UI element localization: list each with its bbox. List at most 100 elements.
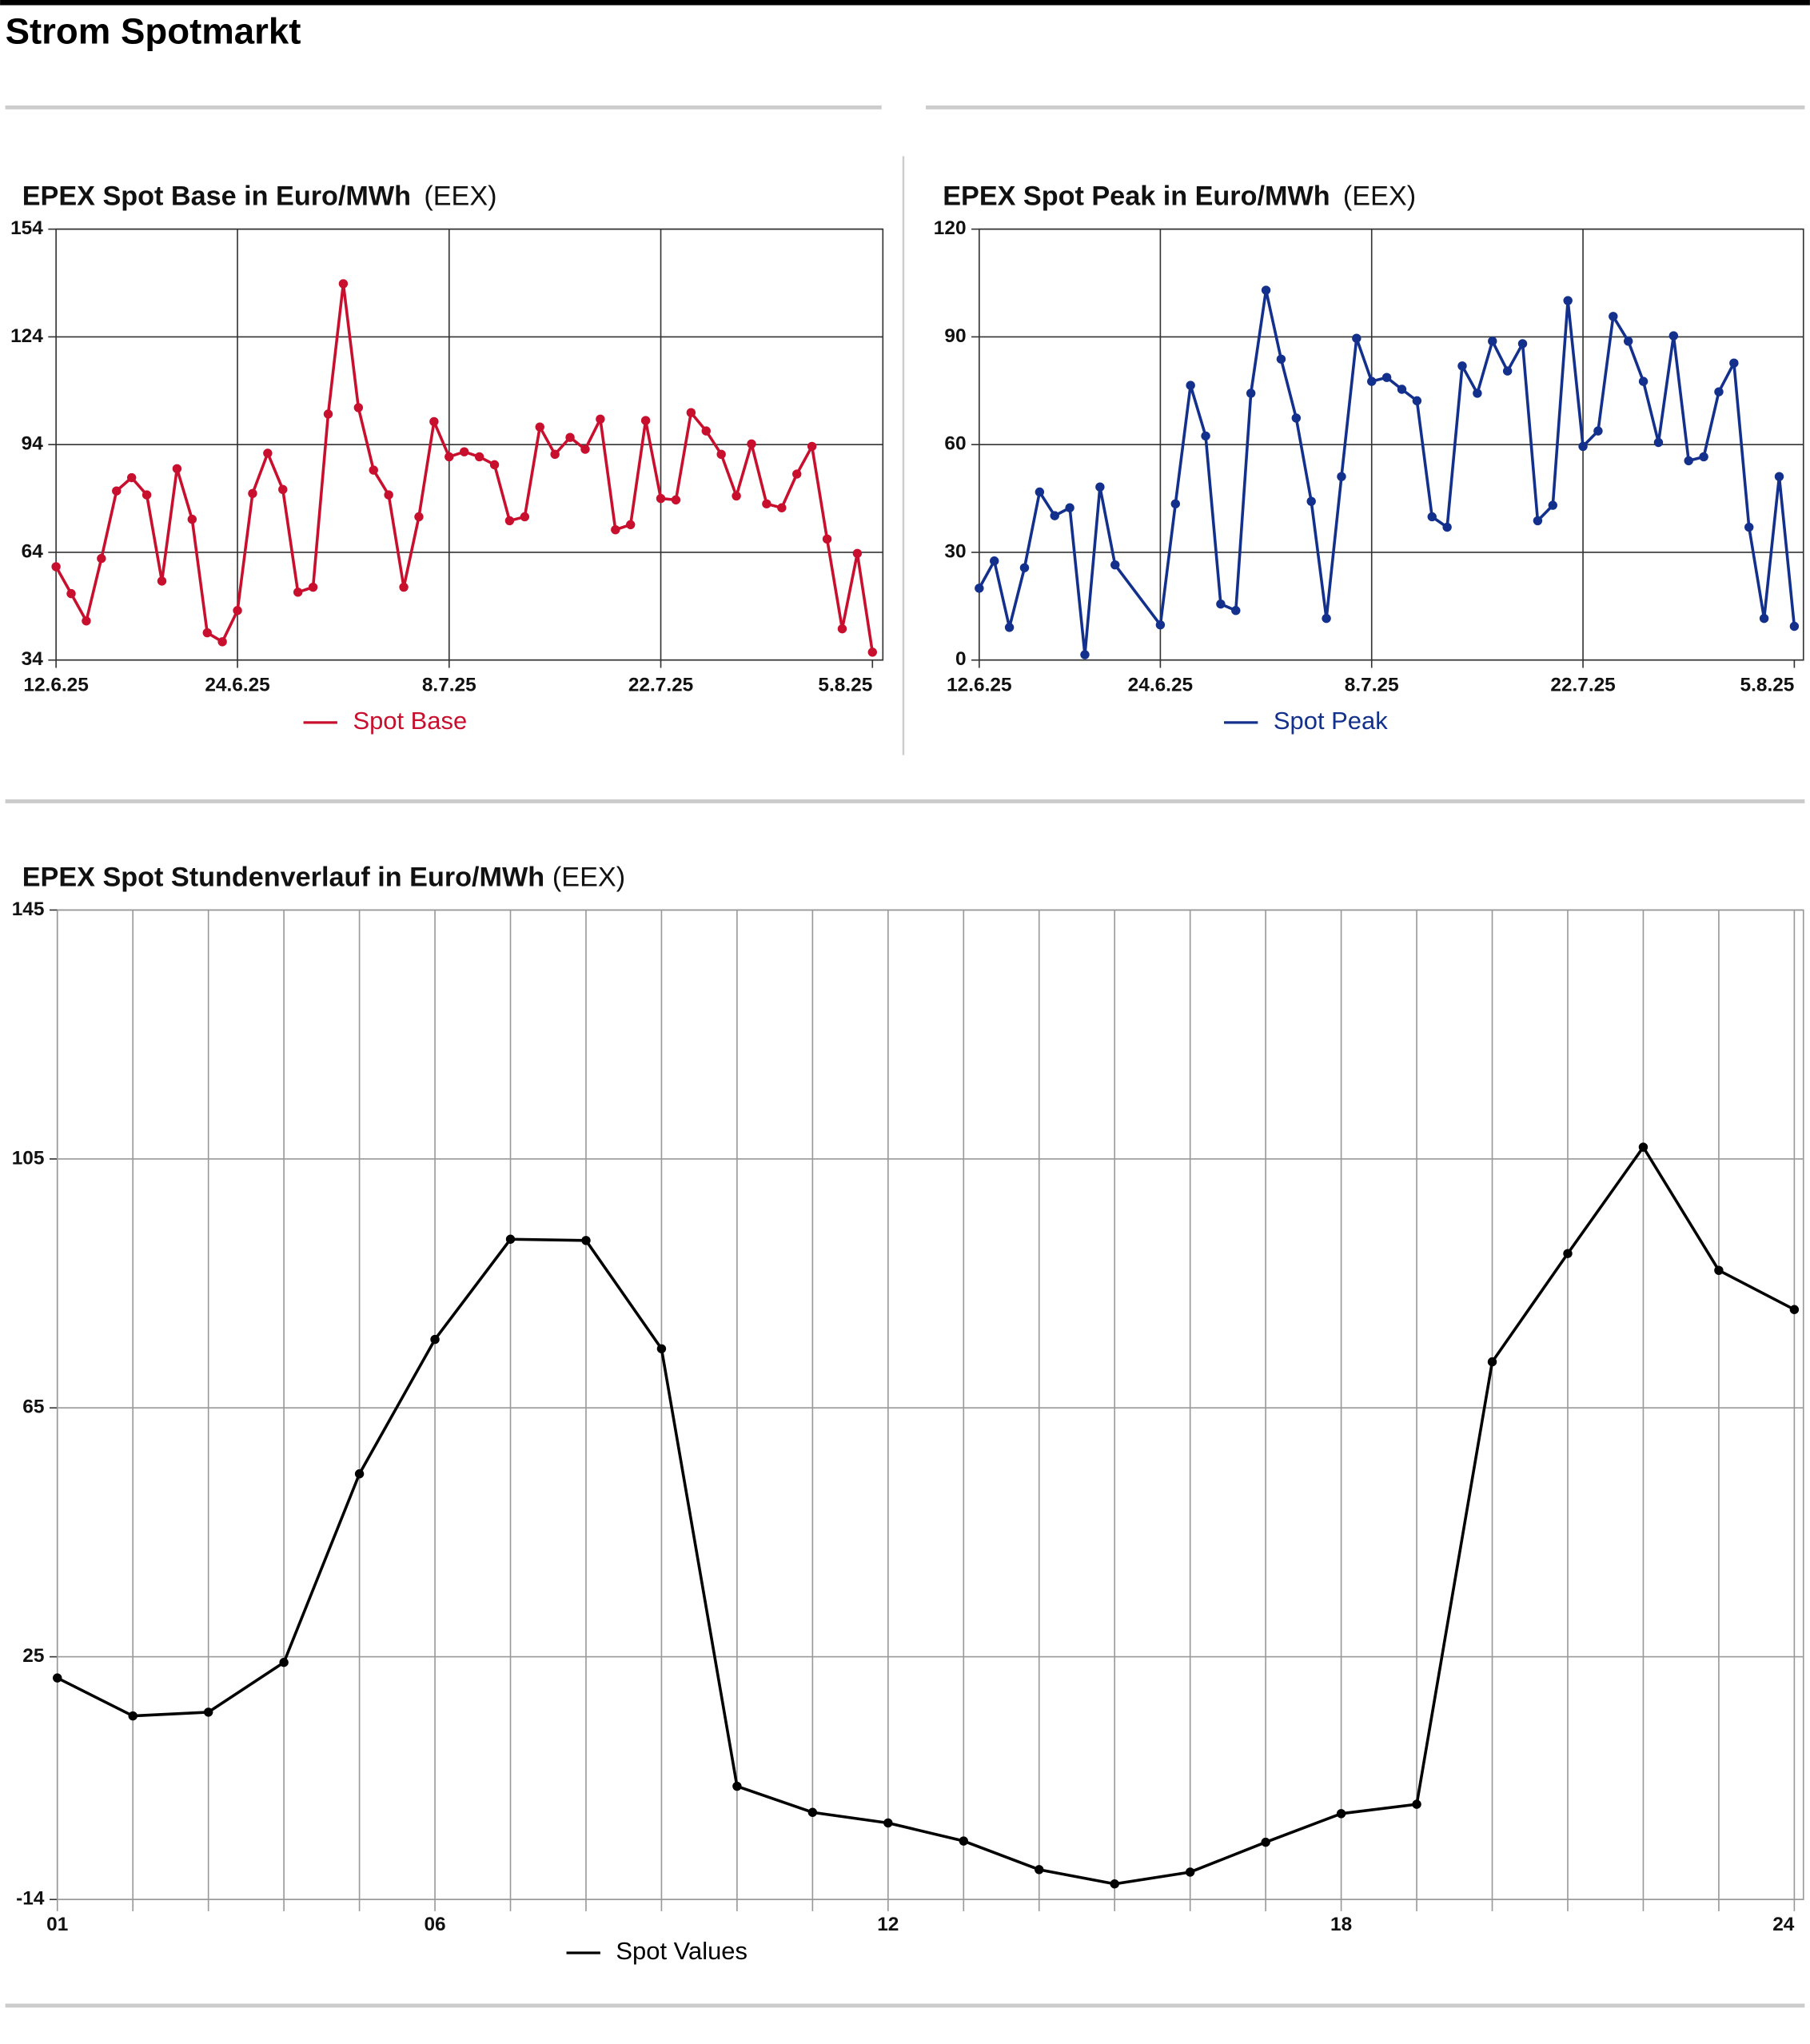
data-point — [1533, 516, 1543, 526]
data-point — [1065, 503, 1074, 512]
data-point — [1774, 472, 1784, 481]
data-point — [807, 1807, 818, 1817]
data-point — [1080, 650, 1090, 659]
data-point — [1246, 388, 1256, 398]
data-point — [354, 1469, 365, 1479]
data-point — [203, 1707, 213, 1717]
data-point — [1593, 426, 1603, 436]
data-point — [505, 1234, 516, 1244]
data-point — [338, 279, 349, 289]
y-tick-label: 65 — [22, 1397, 44, 1418]
data-point — [1381, 373, 1392, 382]
data-point — [1352, 333, 1361, 343]
data-point — [1019, 563, 1030, 572]
data-point — [1110, 1879, 1119, 1889]
data-point — [581, 1236, 591, 1245]
data-point — [1563, 296, 1573, 305]
y-tick-label: 25 — [22, 1645, 44, 1667]
x-tick-label: 24.6.25 — [1128, 675, 1193, 696]
data-point — [1714, 1265, 1724, 1275]
data-point — [1488, 337, 1497, 346]
data-point — [233, 606, 242, 616]
data-point — [126, 472, 137, 483]
x-tick-label: 8.7.25 — [422, 675, 476, 696]
data-point — [293, 588, 303, 597]
data-point — [1517, 339, 1528, 349]
data-point — [217, 637, 227, 647]
data-point — [852, 548, 863, 559]
data-point — [580, 444, 590, 454]
title-text: EPEX Spot Peak in Euro/MWh — [943, 181, 1330, 212]
data-point — [489, 460, 500, 470]
legend-label: Spot Values — [616, 1937, 748, 1965]
plot-frame — [56, 909, 1804, 1901]
data-point — [520, 512, 530, 522]
data-point — [53, 1673, 62, 1683]
data-point — [1668, 331, 1679, 341]
data-point — [626, 520, 636, 530]
data-point — [611, 524, 620, 535]
data-point — [112, 486, 122, 496]
y-tick-label: 0 — [955, 648, 967, 670]
data-point — [1744, 522, 1754, 532]
data-point — [883, 1818, 893, 1828]
data-point — [474, 452, 484, 462]
data-point — [1050, 511, 1059, 520]
chart-title: EPEX Spot Peak in Euro/MWh (EEX) — [943, 181, 1416, 212]
data-point — [732, 1781, 742, 1791]
y-tick-label: 145 — [12, 898, 45, 920]
x-tick-label: 18 — [1330, 1914, 1352, 1935]
legend-label: Spot Base — [353, 707, 467, 735]
data-point — [504, 516, 515, 526]
data-point — [975, 584, 984, 593]
data-point — [1473, 388, 1482, 398]
data-point — [867, 647, 877, 657]
data-point — [1291, 413, 1302, 423]
series-line — [56, 1146, 1796, 1886]
data-point — [1789, 621, 1800, 632]
data-point — [1638, 1142, 1649, 1152]
data-point — [82, 616, 91, 626]
y-tick-label: 90 — [944, 325, 966, 347]
data-point — [1306, 496, 1316, 506]
data-point — [1095, 482, 1105, 492]
data-point — [1322, 613, 1331, 624]
data-point — [732, 491, 741, 501]
data-point — [807, 441, 817, 452]
data-point — [51, 562, 61, 572]
data-point — [278, 484, 288, 495]
data-point — [565, 432, 575, 442]
y-tick-label: 124 — [10, 325, 43, 347]
y-tick-label: 94 — [22, 433, 44, 455]
data-point — [1004, 623, 1015, 632]
data-point — [445, 452, 454, 462]
data-point — [1729, 358, 1739, 368]
data-point — [429, 416, 439, 427]
data-point — [308, 582, 318, 592]
data-point — [1185, 1867, 1195, 1877]
data-point — [1397, 384, 1407, 394]
data-point — [1638, 377, 1649, 386]
data-point — [279, 1657, 289, 1667]
data-point — [1155, 620, 1166, 630]
y-tick-label: 34 — [22, 648, 44, 670]
page-title: Strom Spotmarkt — [6, 10, 301, 51]
y-tick-label: 30 — [944, 540, 966, 562]
data-point — [172, 464, 182, 473]
data-point — [686, 408, 696, 417]
separator — [5, 2003, 1805, 2008]
data-point — [1201, 431, 1210, 441]
y-tick-label: 154 — [10, 217, 43, 239]
data-point — [1487, 1357, 1497, 1367]
data-point — [248, 488, 257, 498]
data-point — [384, 490, 393, 500]
data-point — [1623, 337, 1633, 346]
data-point — [762, 499, 771, 509]
top-rule — [0, 0, 1810, 6]
data-point — [1563, 1249, 1573, 1258]
data-point — [822, 534, 832, 544]
data-point — [1186, 381, 1195, 390]
divider — [902, 156, 905, 755]
separator — [5, 799, 1805, 803]
